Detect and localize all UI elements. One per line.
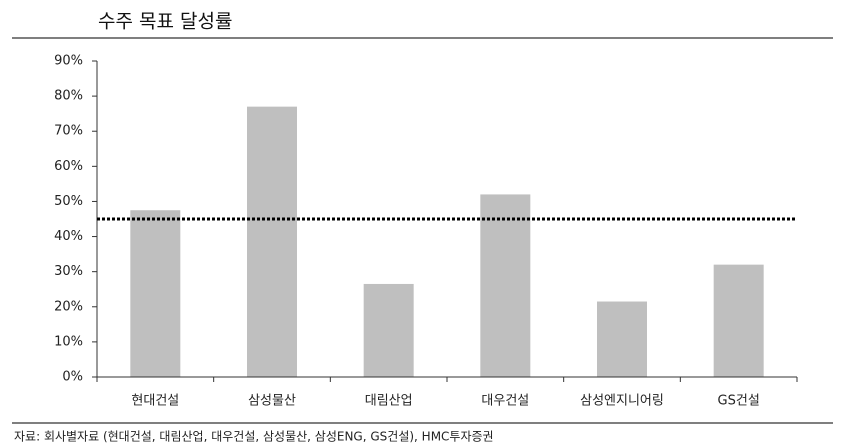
x-tick-label: 대우건설 [481,394,529,409]
y-tick-label: 80% [54,89,83,104]
y-tick-label: 10% [54,334,83,349]
bar [480,194,531,377]
y-tick-label: 90% [54,54,83,69]
bar [597,301,647,377]
y-tick-label: 0% [62,370,83,385]
y-tick-label: 40% [54,229,83,244]
bar [363,283,414,377]
y-tick-label: 70% [54,124,83,139]
source-note: 자료: 회사별자료 (현대건설, 대림산업, 대우건설, 삼성물산, 삼성ENG… [14,430,494,444]
y-tick-label: 20% [54,299,83,314]
x-tick-label: 현대건설 [131,394,179,409]
bar [713,264,764,377]
bar [130,210,181,377]
y-tick-label: 30% [54,264,83,279]
y-tick-label: 60% [54,159,83,174]
x-tick-label: GS건설 [718,394,760,409]
chart-title: 수주 목표 달성률 [98,11,232,33]
y-tick-label: 50% [54,194,83,209]
x-tick-label: 삼성물산 [248,394,296,409]
x-tick-label: 삼성엔지니어링 [580,394,664,409]
x-tick-label: 대림산업 [365,394,413,409]
bar [247,106,297,378]
